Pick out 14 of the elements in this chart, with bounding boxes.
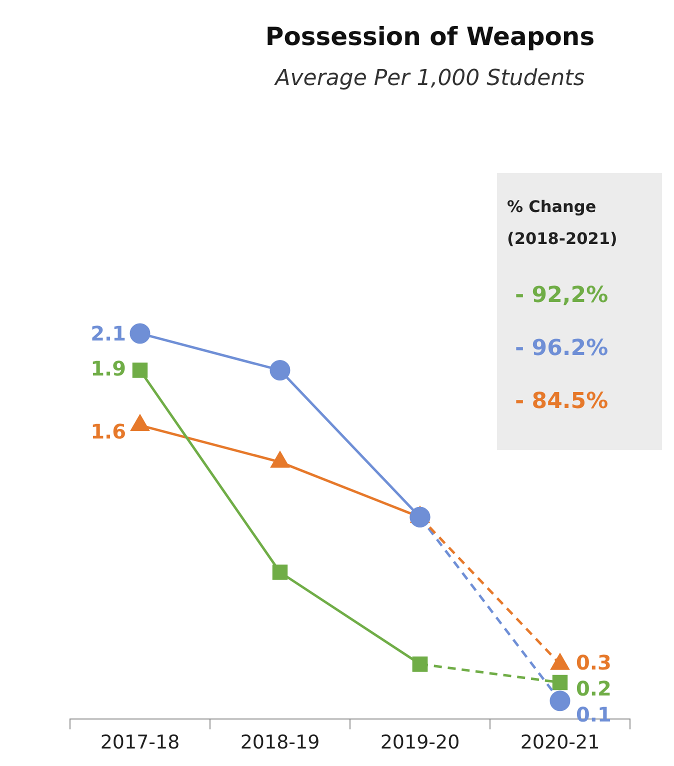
data-label: 1.6 (90, 420, 126, 444)
x-tick-label: 2017-18 (100, 732, 180, 754)
data-label: 0.2 (576, 676, 612, 700)
chart-title: Possession of Weapons (264, 22, 596, 51)
x-tick-label: 2018-19 (240, 732, 320, 754)
data-label: 0.3 (576, 650, 612, 674)
annotation: - 84.5% (514, 389, 610, 414)
data-label: 1.9 (90, 356, 126, 380)
x-tick-label: 2019-20 (380, 732, 460, 754)
x-tick-label: 2020-21 (520, 732, 600, 754)
note-panel: % Change (2018-2021) - 92,2% - 96.2% - 84.5% (497, 173, 662, 450)
chart-subtitle: Average Per 1,000 Students (273, 66, 586, 91)
data-label: 2.1 (90, 322, 126, 346)
annotation: - 96.2% (514, 336, 610, 361)
